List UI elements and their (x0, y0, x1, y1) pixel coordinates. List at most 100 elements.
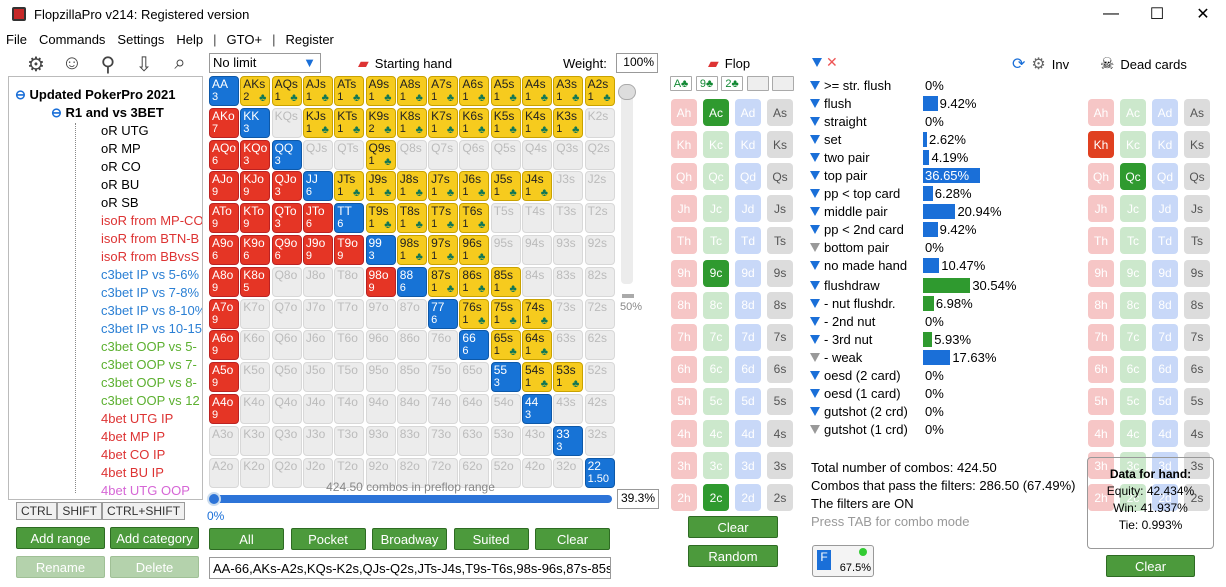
range-progress-bar[interactable] (209, 495, 612, 503)
hand-cell[interactable]: A2o (209, 457, 239, 488)
hand-cell[interactable]: 74s 1 ♣ (522, 298, 552, 329)
tree-item[interactable]: oR SB (101, 195, 139, 210)
funnel-icon[interactable] (810, 280, 820, 290)
hand-cell[interactable]: JJ 6 (302, 171, 333, 202)
dead-card[interactable]: 4d (1152, 420, 1178, 447)
hand-cell[interactable]: 76o (428, 330, 459, 361)
hand-cell[interactable]: Q2o (271, 457, 302, 488)
dead-card[interactable]: 5d (1152, 387, 1178, 415)
dead-card[interactable]: 2s (1184, 484, 1210, 512)
flop-card[interactable]: Ac (703, 99, 729, 126)
gear-icon[interactable]: ⚙ (27, 54, 45, 76)
hand-cell[interactable]: 53o (490, 425, 521, 456)
tree-root[interactable]: ⊖ Updated PokerPro 2021 (15, 87, 175, 103)
dead-card[interactable]: 3s (1184, 452, 1210, 480)
flop-card[interactable]: 3d (735, 452, 761, 480)
hand-cell[interactable]: QTo 3 (271, 203, 302, 234)
hand-cell[interactable]: Q5o (271, 362, 302, 393)
flop-card[interactable]: Qd (735, 163, 761, 191)
funnel-icon[interactable] (810, 116, 820, 126)
dead-card[interactable]: Ad (1152, 99, 1178, 126)
flop-card[interactable]: 6h (671, 355, 697, 383)
hand-cell[interactable]: 93o (365, 425, 396, 456)
hand-cell[interactable]: A2s 1 ♣ (584, 76, 615, 106)
hand-cell[interactable]: 64s 1 ♣ (522, 330, 552, 361)
flop-card[interactable]: 5h (671, 387, 697, 415)
tree-item[interactable]: c3bet IP vs 10-15 (101, 321, 202, 336)
hand-cell[interactable]: ATo 9 (209, 203, 239, 234)
hand-cell[interactable]: 32s (584, 425, 615, 456)
hand-cell[interactable]: 95s (490, 235, 521, 265)
hand-cell[interactable]: A4o 9 (209, 394, 239, 424)
flop-card[interactable]: 2s (767, 484, 793, 512)
flop-card[interactable]: Ad (735, 99, 761, 126)
flop-card[interactable]: Ah (671, 99, 697, 126)
hand-cell[interactable]: 96o (365, 330, 396, 361)
hand-cell[interactable]: 75o (428, 362, 459, 393)
funnel-icon[interactable] (810, 152, 820, 162)
hand-cell[interactable]: Q2s (584, 139, 615, 170)
filter-row[interactable]: - nut flushdr. (810, 294, 896, 312)
hand-cell[interactable]: JTo 6 (302, 203, 333, 234)
filter-row[interactable]: straight (810, 112, 867, 130)
collapse-icon[interactable]: ⊖ (51, 105, 66, 120)
hand-cell[interactable]: Q8s (396, 139, 427, 170)
flop-card[interactable]: 8c (703, 291, 729, 319)
flop-card[interactable]: Kc (703, 131, 729, 159)
hand-cell[interactable]: A5s 1 ♣ (490, 76, 521, 106)
flop-card[interactable]: 7h (671, 323, 697, 351)
dead-card[interactable]: 3d (1152, 452, 1178, 480)
funnel-icon[interactable] (810, 352, 820, 362)
dead-card[interactable]: 7h (1088, 323, 1114, 351)
hand-cell[interactable]: 76s 1 ♣ (459, 298, 490, 329)
funnel-icon[interactable] (810, 260, 820, 270)
flop-card[interactable]: Qs (767, 163, 793, 191)
funnel-icon[interactable] (810, 406, 820, 416)
hand-cell[interactable]: AKs 2 ♣ (240, 76, 271, 106)
hand-cell[interactable]: A7o 9 (209, 298, 239, 329)
dead-card[interactable]: 3c (1120, 452, 1146, 480)
dead-card[interactable]: Td (1152, 227, 1178, 255)
dead-card[interactable]: 8d (1152, 291, 1178, 319)
hand-cell[interactable]: 83s (553, 266, 584, 297)
tree-group[interactable]: ⊖ R1 and vs 3BET (51, 105, 164, 121)
flop-card[interactable]: 8h (671, 291, 697, 319)
dead-card[interactable]: 8h (1088, 291, 1114, 319)
dead-card[interactable]: Ac (1120, 99, 1146, 126)
dead-card[interactable]: Jh (1088, 195, 1114, 223)
hand-cell[interactable]: K6o (240, 330, 271, 361)
hand-cell[interactable]: Q7s (428, 139, 459, 170)
delete-button[interactable]: Delete (110, 556, 199, 578)
dead-card[interactable]: As (1184, 99, 1210, 126)
filter-row[interactable]: top pair (810, 166, 867, 184)
hand-cell[interactable]: 86s 1 ♣ (459, 266, 490, 297)
hand-cell[interactable]: 43o (522, 425, 552, 456)
flop-card[interactable]: Tc (703, 227, 729, 255)
dead-card[interactable]: 7c (1120, 323, 1146, 351)
flop-card[interactable]: Ks (767, 131, 793, 159)
dead-card[interactable]: 4h (1088, 420, 1114, 447)
flop-card[interactable]: 5c (703, 387, 729, 415)
tree-item[interactable]: 4bet BU IP (101, 465, 164, 480)
hand-cell[interactable]: K9s 2 ♣ (365, 107, 396, 138)
flop-card[interactable]: 3h (671, 452, 697, 480)
tree-item[interactable]: isoR from MP-CO (101, 213, 203, 228)
hand-cell[interactable]: Q3s (553, 139, 584, 170)
range-progress-thumb[interactable] (207, 492, 221, 506)
hand-cell[interactable]: K5s 1 ♣ (490, 107, 521, 138)
filter-row[interactable]: flush (810, 94, 851, 112)
hand-cell[interactable]: T2s (584, 203, 615, 234)
hand-cell[interactable]: 85o (396, 362, 427, 393)
dead-card[interactable]: 5c (1120, 387, 1146, 415)
add-range-button[interactable]: Add range (16, 527, 105, 549)
flop-card[interactable]: Js (767, 195, 793, 223)
tree-item[interactable]: oR CO (101, 159, 141, 174)
funnel-icon[interactable] (810, 316, 820, 326)
hand-cell[interactable]: K8s 1 ♣ (396, 107, 427, 138)
tree-item[interactable]: c3bet IP vs 8-10% (101, 303, 203, 318)
dead-card[interactable]: Js (1184, 195, 1210, 223)
dead-card[interactable]: 5s (1184, 387, 1210, 415)
hand-cell[interactable]: JTs 1 ♣ (334, 171, 365, 202)
flop-card[interactable]: 8s (767, 291, 793, 319)
dead-clear-button[interactable]: Clear (1106, 555, 1195, 577)
